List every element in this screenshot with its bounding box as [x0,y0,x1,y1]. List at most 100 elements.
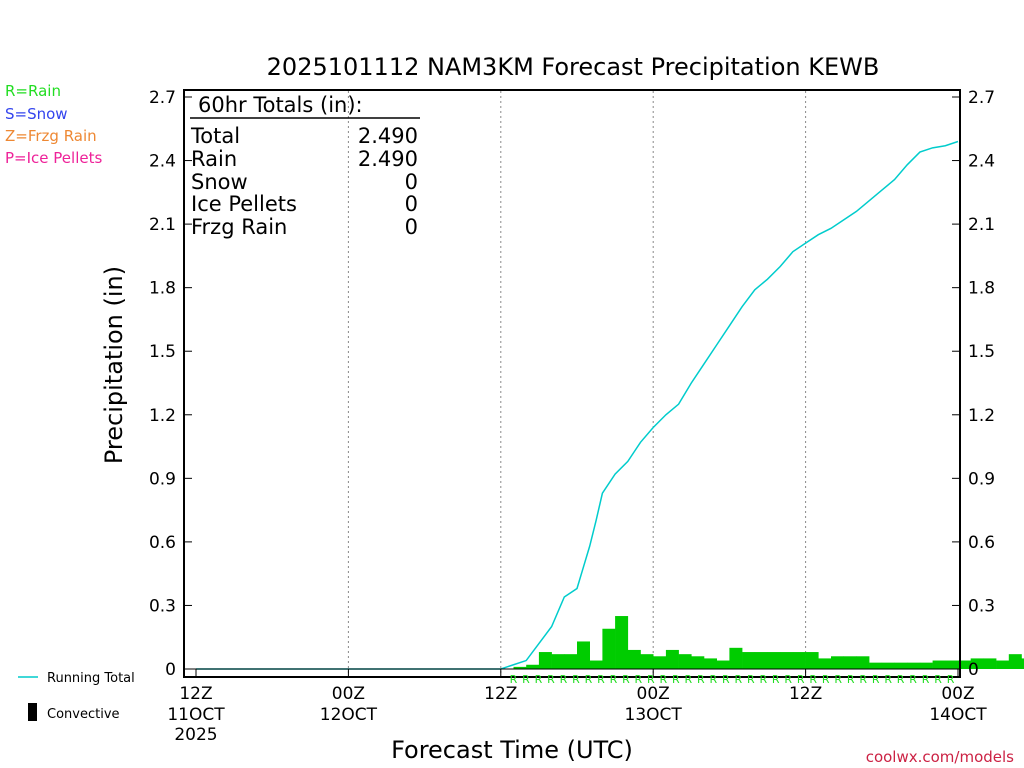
rain-marker: R [597,673,605,686]
rain-marker: R [585,673,593,686]
legend-ice-pellets: P=Ice Pellets [5,149,102,167]
precip-bar [526,664,540,669]
y-tick-label-right: 1.2 [968,406,995,426]
x-tick-label: 12OCT [320,705,378,725]
precip-bar [818,658,832,669]
x-tick-label: 00Z [941,684,974,704]
precip-bar [780,652,794,669]
rain-marker: R [822,673,830,686]
rain-marker: R [834,673,842,686]
precip-bar [754,652,768,669]
totals-label-ice-pellets: Ice Pellets [191,192,297,216]
y-tick-label-right: 2.4 [968,152,995,172]
rain-marker: R [772,673,780,686]
totals-label-frzg-rain: Frzg Rain [191,215,287,239]
precip-bar [589,660,603,669]
rain-marker: R [709,673,717,686]
legend-rain: R=Rain [5,82,61,100]
precip-bar [932,660,946,669]
precip-bar [729,647,743,669]
precip-bar [704,658,717,669]
legend-snow: S=Snow [5,105,68,123]
bottom-legend: Running Total Convective [18,671,135,722]
rain-marker: R [759,673,767,686]
x-tick-label: 12Z [484,684,517,704]
x-tick-label: 00Z [332,684,365,704]
rain-marker: R [522,673,530,686]
y-tick-label-right: 1.8 [968,279,995,299]
totals-value-frzg-rain: 0 [405,215,418,239]
rain-marker: R [622,673,630,686]
ptype-legend: R=Rain S=Snow Z=Frzg Rain P=Ice Pellets [5,82,102,167]
rain-marker: R [547,673,555,686]
y-tick-label-right: 0.6 [968,533,995,553]
legend-frzg-rain: Z=Frzg Rain [5,127,97,145]
rain-marker: R [784,673,792,686]
precip-bar [907,662,921,669]
y-tick-label-right: 0.3 [968,596,995,616]
credit-text: coolwx.com/models [866,748,1014,766]
running-total-line [196,140,959,670]
y-tick-label: 0.6 [149,533,176,553]
rain-marker: R [922,673,930,686]
totals-value-snow: 0 [405,170,418,194]
y-tick-label: 1.2 [149,406,176,426]
precip-bar [996,660,1010,669]
rain-marker: R [897,673,905,686]
y-axis-label: Precipitation (in) [100,266,128,464]
x-tick-label: 14OCT [929,705,987,725]
precip-bar [627,649,641,669]
rain-marker: R [747,673,755,686]
y-tick-label: 2.1 [149,215,176,235]
y-tick-label: 0 [165,660,176,680]
precip-bar [843,656,857,669]
y-tick-label-right: 0.9 [968,469,995,489]
totals-header: 60hr Totals (in): [198,93,363,117]
y-tick-label-right: 1.5 [968,342,995,362]
precip-bar [1021,658,1024,669]
chart-title: 2025101112 NAM3KM Forecast Precipitation… [267,53,880,81]
precip-bar [716,660,730,669]
rain-marker: R [847,673,855,686]
precip-bar [678,654,692,669]
rain-marker: R [809,673,817,686]
rain-marker: R [610,673,618,686]
precip-bar [615,616,629,669]
precip-bar [513,666,527,669]
convective-legend-label: Convective [47,707,120,722]
precip-bar [894,662,908,669]
x-tick-label: 13OCT [625,705,683,725]
precip-bar [564,654,578,669]
precip-bar [983,658,997,669]
precip-bar [538,652,552,669]
precip-bar [551,654,565,669]
y-tick-label: 0.9 [149,469,176,489]
totals-value-rain: 2.490 [358,147,418,171]
y-tick-label-right: 2.7 [968,88,995,108]
precip-bar [881,662,895,669]
convective-legend-swatch [28,703,37,721]
x-tick-label: 12Z [179,684,212,704]
precip-bar [665,649,679,669]
rain-marker: R [872,673,880,686]
precip-bar [970,658,984,669]
rain-marker: R [685,673,693,686]
precip-bar [869,662,883,669]
y-tick-label-right: 0 [968,660,979,680]
x-tick-label: 00Z [637,684,670,704]
precip-bar [767,652,781,669]
totals-value-total: 2.490 [358,124,418,148]
rain-marker: R [934,673,942,686]
hourly-bars [513,616,1024,669]
rain-marker: R [635,673,643,686]
precip-bar [945,660,959,669]
rain-marker: R [510,673,518,686]
rain-marker: R [947,673,955,686]
totals-box: 60hr Totals (in): Total 2.490 Rain 2.490… [190,93,420,239]
precip-bar [577,641,590,669]
precip-bar [653,656,667,669]
rain-marker: R [697,673,705,686]
precip-bar [831,656,844,669]
precip-bar [1008,654,1022,669]
